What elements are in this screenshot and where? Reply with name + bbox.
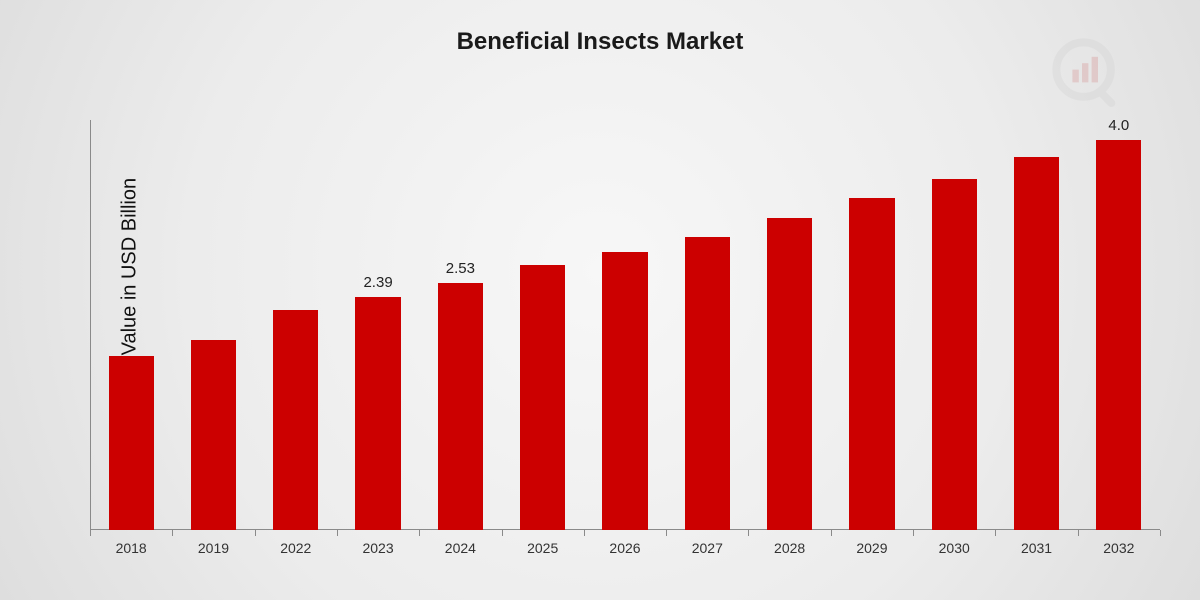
x-tick — [831, 530, 832, 536]
bar — [1096, 140, 1141, 530]
x-tick — [748, 530, 749, 536]
bar — [438, 283, 483, 530]
bar — [191, 340, 236, 530]
bars-container: 20182019202220232.3920242.53202520262027… — [90, 120, 1160, 530]
bar — [602, 252, 647, 530]
x-tick — [995, 530, 996, 536]
x-tick-label: 2027 — [692, 540, 723, 556]
bar — [520, 265, 565, 530]
x-tick-label: 2029 — [856, 540, 887, 556]
x-tick — [502, 530, 503, 536]
bar — [685, 237, 730, 530]
x-tick — [90, 530, 91, 536]
x-tick-label: 2022 — [280, 540, 311, 556]
x-tick-label: 2032 — [1103, 540, 1134, 556]
x-tick — [419, 530, 420, 536]
x-tick-label: 2026 — [609, 540, 640, 556]
bar — [932, 179, 977, 530]
x-tick — [1160, 530, 1161, 536]
x-tick-label: 2023 — [362, 540, 393, 556]
bar-value-label: 4.0 — [1108, 117, 1129, 134]
x-tick-label: 2025 — [527, 540, 558, 556]
x-tick — [172, 530, 173, 536]
x-tick-label: 2024 — [445, 540, 476, 556]
bar — [273, 310, 318, 530]
x-tick — [666, 530, 667, 536]
x-tick — [913, 530, 914, 536]
chart-canvas: Beneficial Insects Market Market Value i… — [0, 0, 1200, 600]
x-tick — [1078, 530, 1079, 536]
x-tick-label: 2031 — [1021, 540, 1052, 556]
plot-area: 20182019202220232.3920242.53202520262027… — [90, 120, 1160, 530]
bar-value-label: 2.53 — [446, 260, 475, 277]
x-tick — [337, 530, 338, 536]
chart-title: Beneficial Insects Market — [0, 28, 1200, 56]
x-tick-label: 2028 — [774, 540, 805, 556]
bar — [355, 297, 400, 530]
x-tick — [255, 530, 256, 536]
bar-value-label: 2.39 — [363, 274, 392, 291]
x-tick-label: 2030 — [939, 540, 970, 556]
watermark-logo-icon — [1050, 36, 1130, 116]
x-tick-label: 2019 — [198, 540, 229, 556]
bar — [849, 198, 894, 530]
x-tick-label: 2018 — [116, 540, 147, 556]
bar — [109, 356, 154, 530]
bar — [767, 218, 812, 530]
x-tick — [584, 530, 585, 536]
bar — [1014, 157, 1059, 530]
